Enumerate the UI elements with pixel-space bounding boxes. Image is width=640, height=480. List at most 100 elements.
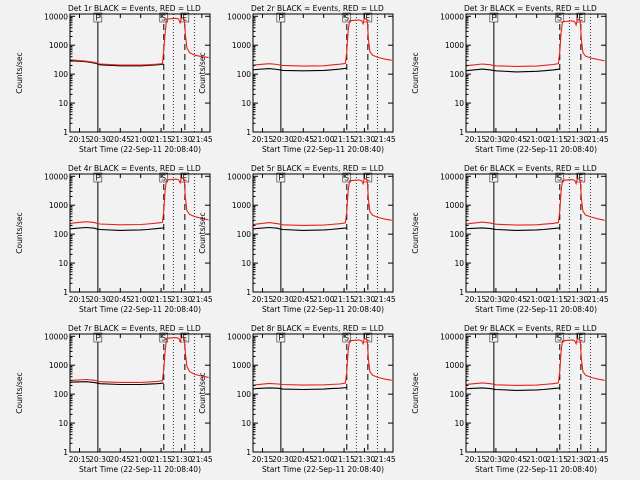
x-tick-label: 21:00 xyxy=(313,295,335,304)
x-tick-label: 20:30 xyxy=(485,135,507,144)
x-tick-label: 20:15 xyxy=(252,295,274,304)
x-axis-label: Start Time (22-Sep-11 20:08:40) xyxy=(79,145,201,154)
x-tick-label: 20:30 xyxy=(272,135,294,144)
x-tick-label: 20:30 xyxy=(89,295,111,304)
plot-frame xyxy=(252,173,394,293)
y-axis-label: Counts/sec xyxy=(198,52,207,93)
marker-box-s xyxy=(159,172,169,183)
y-tick-label: 10 xyxy=(58,99,68,108)
series-lld xyxy=(252,337,392,386)
y-tick-label: 10 xyxy=(454,419,464,428)
y-axis-label: Counts/sec xyxy=(15,52,24,93)
y-tick-label: 1000 xyxy=(49,41,68,50)
x-tick-label: 21:00 xyxy=(526,135,548,144)
marker-box-s xyxy=(555,12,565,23)
x-axis-label: Start Time (22-Sep-11 20:08:40) xyxy=(79,465,201,474)
marker-label-e: E xyxy=(365,334,370,343)
series-events xyxy=(465,227,560,231)
x-tick-label: 21:15 xyxy=(333,295,355,304)
series-events xyxy=(252,226,347,231)
series-lld xyxy=(465,18,605,67)
y-tick-label: 1 xyxy=(246,128,251,137)
panel-title: Det 5r BLACK = Events, RED = LLD xyxy=(251,164,384,173)
marker-label-f: F xyxy=(491,14,495,23)
x-tick-label: 20:45 xyxy=(505,295,527,304)
marker-box-f xyxy=(93,172,103,183)
marker-label-s: S xyxy=(344,334,349,343)
x-tick-label: 20:45 xyxy=(292,455,314,464)
plot-frame xyxy=(252,13,394,133)
marker-label-s: S xyxy=(161,14,166,23)
x-tick-label: 21:45 xyxy=(374,455,396,464)
x-tick-label: 20:45 xyxy=(292,135,314,144)
y-tick-label: 1000 xyxy=(445,41,464,50)
marker-label-e: E xyxy=(578,14,583,23)
y-tick-label: 10000 xyxy=(227,12,251,21)
series-events xyxy=(69,226,164,231)
x-tick-label: 21:00 xyxy=(130,135,152,144)
y-tick-label: 10 xyxy=(58,419,68,428)
y-tick-label: 100 xyxy=(237,70,252,79)
y-tick-label: 1 xyxy=(246,448,251,457)
x-tick-label: 21:45 xyxy=(191,295,213,304)
y-tick-label: 1 xyxy=(63,448,68,457)
y-tick-label: 100 xyxy=(54,70,69,79)
marker-label-e: E xyxy=(365,14,370,23)
x-tick-label: 21:45 xyxy=(191,455,213,464)
x-tick-label: 21:00 xyxy=(130,295,152,304)
x-axis-label: Start Time (22-Sep-11 20:08:40) xyxy=(262,305,384,314)
marker-label-e: E xyxy=(578,334,583,343)
x-tick-label: 20:45 xyxy=(292,295,314,304)
marker-box-f xyxy=(489,332,499,343)
panel-title: Det 1r BLACK = Events, RED = LLD xyxy=(68,4,201,13)
x-tick-label: 21:15 xyxy=(546,455,568,464)
x-tick-label: 20:15 xyxy=(69,455,91,464)
panel-title: Det 7r BLACK = Events, RED = LLD xyxy=(68,324,201,333)
marker-box-s xyxy=(555,332,565,343)
marker-box-s xyxy=(159,332,169,343)
marker-box-s xyxy=(342,172,352,183)
y-tick-label: 10 xyxy=(241,99,251,108)
panel-title: Det 8r BLACK = Events, RED = LLD xyxy=(251,324,384,333)
y-tick-label: 100 xyxy=(237,230,252,239)
x-tick-label: 20:15 xyxy=(465,295,487,304)
y-tick-label: 10000 xyxy=(440,12,464,21)
marker-box-e xyxy=(576,12,586,23)
marker-box-s xyxy=(342,332,352,343)
marker-label-f: F xyxy=(95,334,99,343)
plot-frame xyxy=(465,333,607,453)
plot-frame xyxy=(465,13,607,133)
y-axis-label: Counts/sec xyxy=(411,212,420,253)
y-axis-label: Counts/sec xyxy=(198,212,207,253)
y-tick-label: 1 xyxy=(63,288,68,297)
x-tick-label: 21:45 xyxy=(374,295,396,304)
series-lld xyxy=(252,17,392,67)
x-tick-label: 21:30 xyxy=(567,455,589,464)
x-axis-label: Start Time (22-Sep-11 20:08:40) xyxy=(475,305,597,314)
y-tick-label: 10 xyxy=(241,419,251,428)
marker-label-s: S xyxy=(344,174,349,183)
y-tick-label: 1 xyxy=(459,288,464,297)
marker-label-s: S xyxy=(344,14,349,23)
x-tick-label: 21:30 xyxy=(171,135,193,144)
marker-label-f: F xyxy=(95,14,99,23)
x-tick-label: 21:30 xyxy=(567,295,589,304)
y-tick-label: 1000 xyxy=(232,201,251,210)
marker-label-e: E xyxy=(365,174,370,183)
x-tick-label: 20:30 xyxy=(272,295,294,304)
marker-box-s xyxy=(342,12,352,23)
x-tick-label: 21:00 xyxy=(313,455,335,464)
marker-label-f: F xyxy=(491,334,495,343)
marker-label-s: S xyxy=(161,174,166,183)
x-tick-label: 20:45 xyxy=(109,295,131,304)
marker-label-f: F xyxy=(278,174,282,183)
plot-frame xyxy=(465,173,607,293)
marker-label-e: E xyxy=(182,174,187,183)
x-tick-label: 21:45 xyxy=(374,135,396,144)
x-tick-label: 20:45 xyxy=(109,135,131,144)
y-tick-label: 1 xyxy=(459,448,464,457)
y-tick-label: 1 xyxy=(246,288,251,297)
